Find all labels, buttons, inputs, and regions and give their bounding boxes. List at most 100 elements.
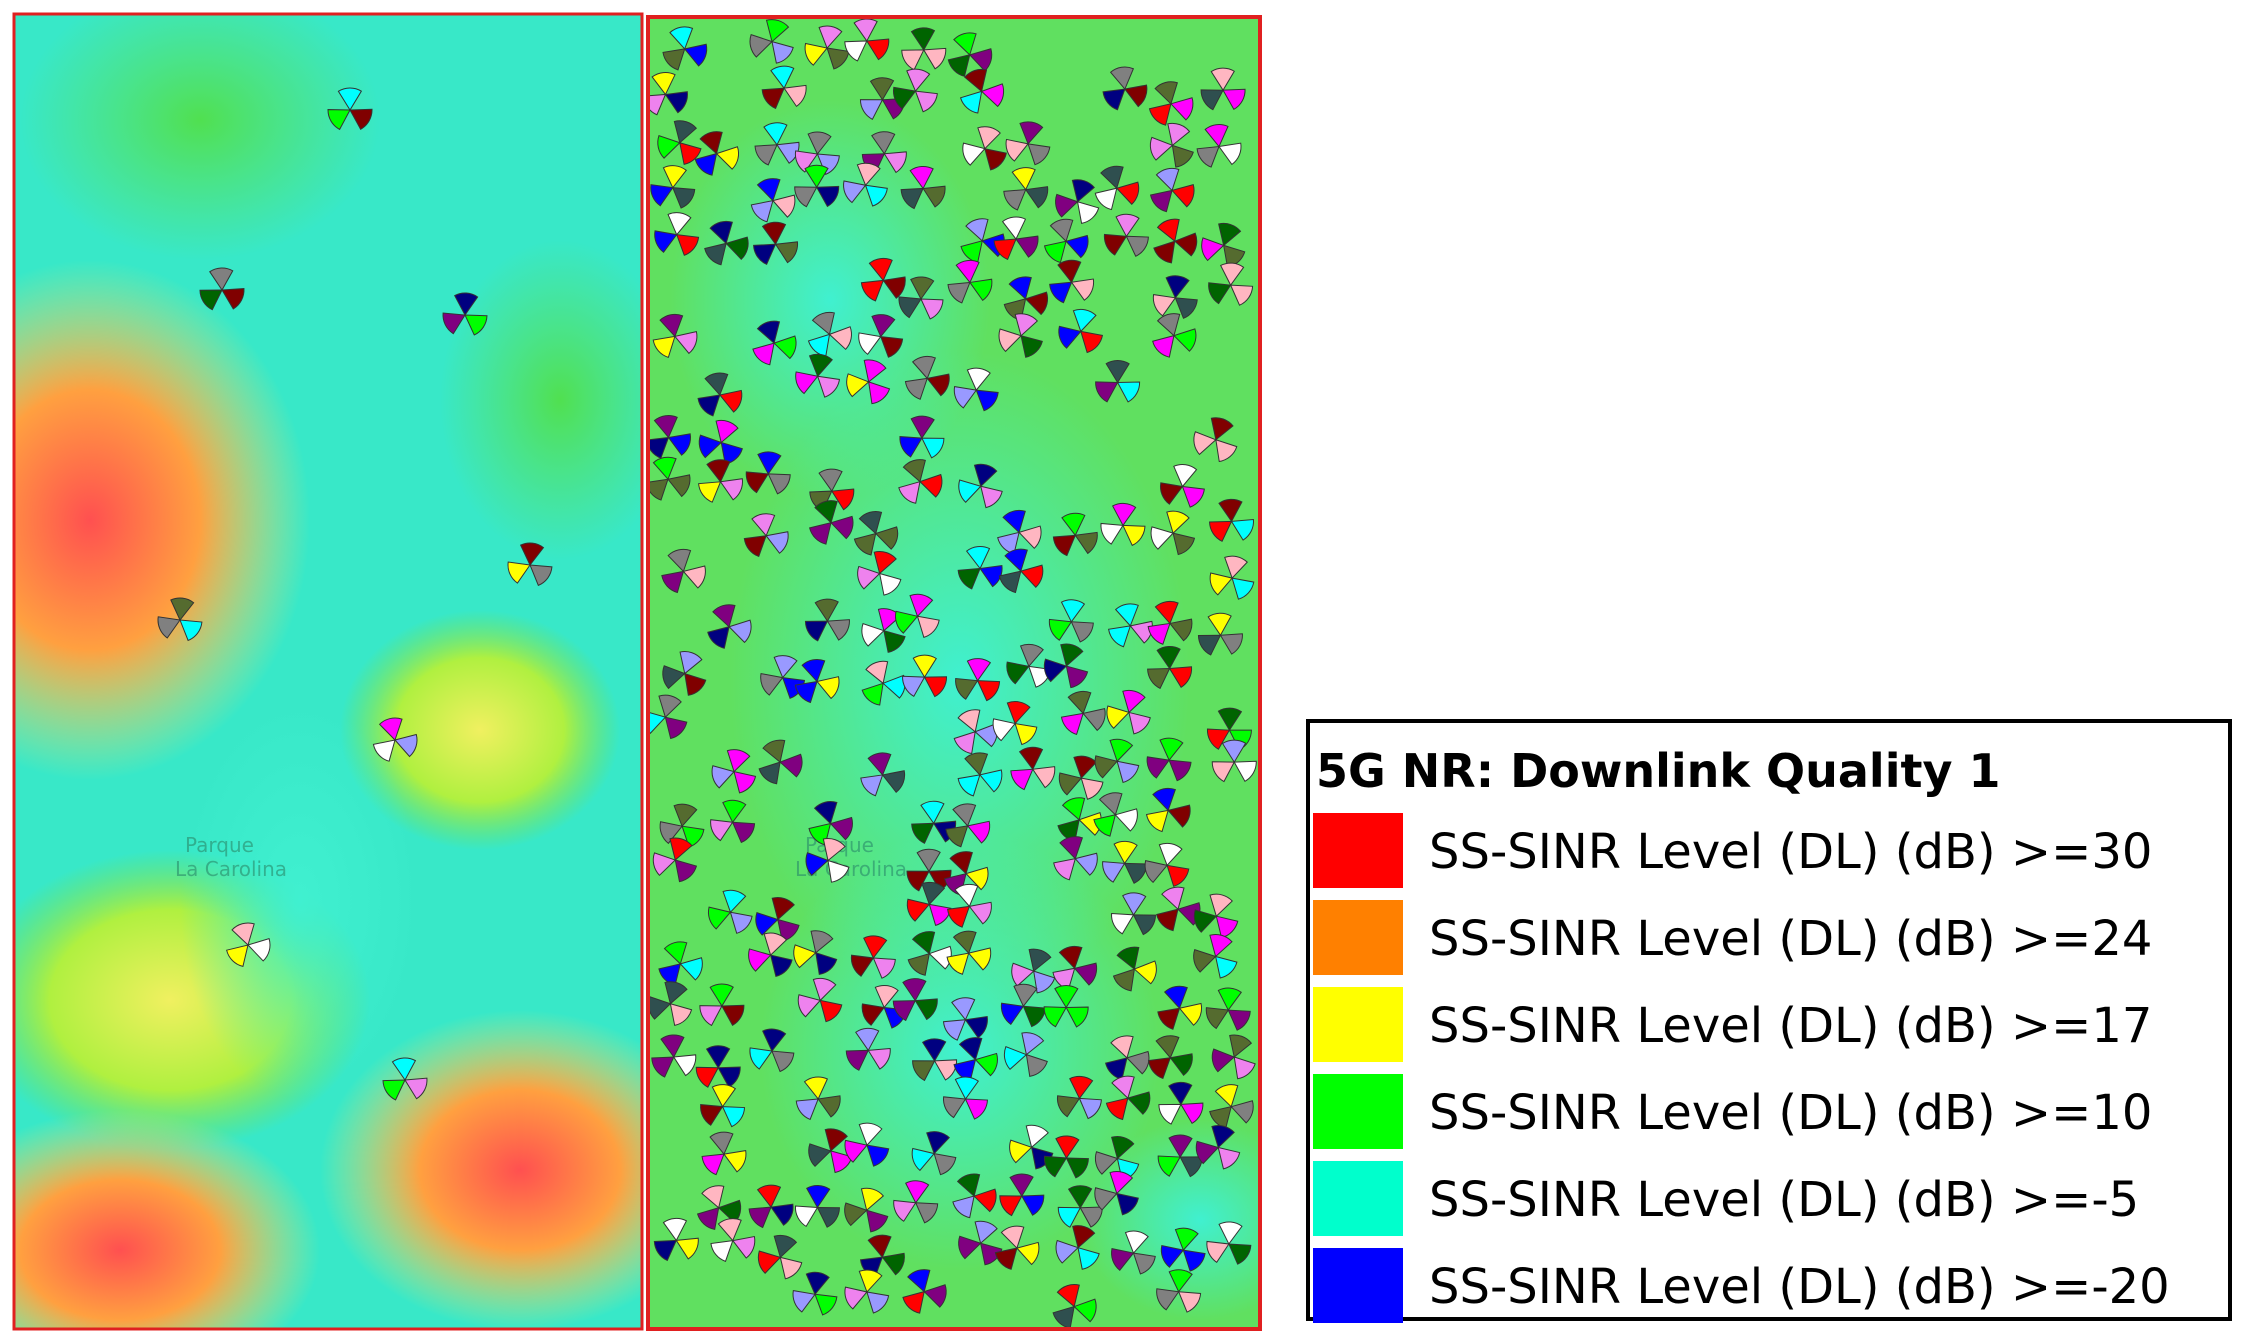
sector xyxy=(394,733,418,758)
sector xyxy=(914,998,938,1021)
sector xyxy=(1067,690,1092,715)
sector xyxy=(1058,325,1082,349)
sector xyxy=(979,1242,1003,1266)
sector xyxy=(752,342,775,366)
sector xyxy=(679,651,703,675)
sector xyxy=(1228,1243,1252,1265)
sector xyxy=(814,1293,838,1316)
sector xyxy=(909,165,934,190)
sector xyxy=(1110,1035,1134,1059)
sector xyxy=(855,1027,880,1052)
sector xyxy=(652,335,676,358)
sector xyxy=(953,386,978,409)
sector xyxy=(1003,189,1027,211)
sector xyxy=(793,944,817,969)
sector xyxy=(953,32,977,56)
sector xyxy=(709,983,734,1007)
sector xyxy=(946,952,970,975)
sector xyxy=(952,930,977,955)
sector xyxy=(770,1203,794,1226)
sector xyxy=(1116,946,1140,970)
sector xyxy=(1111,1075,1135,1100)
sector xyxy=(1165,275,1190,299)
sector xyxy=(657,135,681,159)
sector xyxy=(715,146,740,170)
sector xyxy=(920,800,945,825)
sector xyxy=(1147,667,1171,690)
sector xyxy=(1227,1009,1251,1031)
sector xyxy=(1153,240,1176,264)
sector xyxy=(860,1187,885,1212)
sector xyxy=(1209,933,1233,958)
sector xyxy=(1080,777,1104,800)
sector xyxy=(828,326,852,351)
sector xyxy=(729,911,753,934)
sector xyxy=(699,1005,723,1027)
sector xyxy=(507,561,531,584)
sector xyxy=(1073,1298,1097,1323)
sector xyxy=(1169,1053,1193,1076)
sector xyxy=(723,1150,747,1173)
sector xyxy=(906,68,931,93)
sector xyxy=(1015,235,1039,258)
sector xyxy=(1219,633,1243,655)
sector xyxy=(1193,909,1218,933)
sector xyxy=(1102,861,1126,883)
sector xyxy=(1074,531,1098,555)
sector xyxy=(966,820,991,844)
sector xyxy=(1072,308,1097,333)
sector xyxy=(1024,186,1049,209)
sector xyxy=(1020,335,1043,358)
sector xyxy=(1172,532,1196,556)
sector xyxy=(999,1195,1023,1217)
sector xyxy=(1094,1151,1119,1175)
sector xyxy=(652,852,677,877)
sector xyxy=(672,187,696,209)
sector xyxy=(892,86,917,110)
sector xyxy=(1019,121,1044,145)
sector xyxy=(869,77,895,101)
sector xyxy=(1106,705,1130,729)
sector xyxy=(1168,759,1192,782)
sector xyxy=(712,604,736,628)
sector xyxy=(949,851,973,875)
sector xyxy=(794,150,819,173)
sector xyxy=(1069,1075,1094,1100)
sector xyxy=(863,359,887,383)
sector xyxy=(1173,328,1197,352)
sector xyxy=(910,27,936,51)
sector xyxy=(755,911,779,936)
sector xyxy=(902,978,927,1002)
sector xyxy=(1168,666,1193,688)
sector xyxy=(911,822,935,844)
sector xyxy=(1043,240,1067,264)
sector xyxy=(658,694,682,719)
sector xyxy=(1111,912,1135,935)
sector xyxy=(865,660,889,685)
sector xyxy=(667,433,692,456)
sector xyxy=(710,819,734,842)
sector xyxy=(926,1131,950,1155)
sector xyxy=(810,930,834,954)
sector xyxy=(957,567,981,590)
sector xyxy=(980,485,1003,509)
sector xyxy=(1065,1157,1089,1179)
sector xyxy=(1001,216,1027,240)
sector xyxy=(1144,859,1168,884)
sector xyxy=(1152,294,1177,317)
sector xyxy=(830,515,854,540)
sector xyxy=(933,1152,957,1176)
sector xyxy=(731,1235,756,1259)
sector xyxy=(923,676,948,698)
sector xyxy=(816,153,840,176)
legend-label: SS-SINR Level (DL) (dB) >=10 xyxy=(1429,1085,2152,1141)
sector xyxy=(725,236,749,260)
sector xyxy=(860,279,885,302)
sector xyxy=(957,709,981,733)
sector xyxy=(170,597,195,621)
sector xyxy=(975,389,999,412)
sector xyxy=(921,437,945,459)
sector xyxy=(974,1052,998,1077)
sector xyxy=(1168,1134,1193,1158)
sector xyxy=(1109,66,1135,90)
